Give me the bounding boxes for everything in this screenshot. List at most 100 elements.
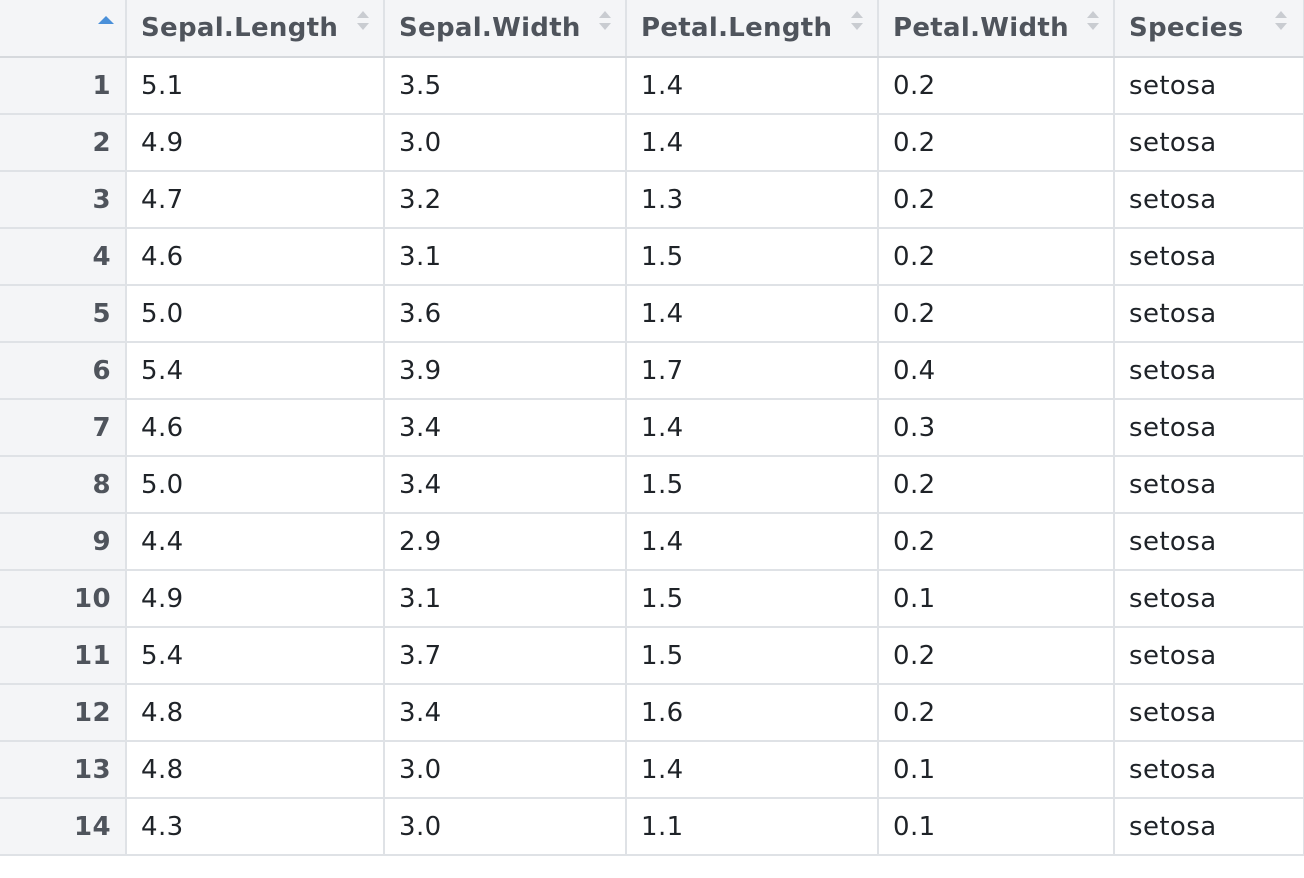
cell-sepal-width[interactable]: 3.2 bbox=[384, 171, 627, 229]
cell-sepal-width[interactable]: 3.5 bbox=[384, 57, 627, 115]
cell-sepal-width[interactable]: 3.1 bbox=[384, 570, 627, 628]
cell-species[interactable]: setosa bbox=[1114, 456, 1304, 514]
cell-sepal-length[interactable]: 5.4 bbox=[126, 342, 385, 400]
row-number: 1 bbox=[0, 57, 127, 115]
cell-species[interactable]: setosa bbox=[1114, 171, 1304, 229]
sort-both-icon[interactable] bbox=[599, 10, 613, 34]
cell-petal-length[interactable]: 1.3 bbox=[626, 171, 879, 229]
table-row[interactable]: 2 4.9 3.0 1.4 0.2 setosa bbox=[0, 114, 1304, 172]
cell-sepal-width[interactable]: 3.0 bbox=[384, 741, 627, 799]
table-row[interactable]: 12 4.8 3.4 1.6 0.2 setosa bbox=[0, 684, 1304, 742]
cell-petal-length[interactable]: 1.5 bbox=[626, 228, 879, 286]
cell-petal-width[interactable]: 0.2 bbox=[878, 285, 1115, 343]
cell-species[interactable]: setosa bbox=[1114, 57, 1304, 115]
column-header-species[interactable]: Species bbox=[1114, 0, 1304, 58]
sort-both-icon[interactable] bbox=[1275, 10, 1289, 34]
cell-species[interactable]: setosa bbox=[1114, 342, 1304, 400]
cell-petal-width[interactable]: 0.1 bbox=[878, 741, 1115, 799]
column-header-petal-length[interactable]: Petal.Length bbox=[626, 0, 879, 58]
cell-species[interactable]: setosa bbox=[1114, 114, 1304, 172]
cell-sepal-width[interactable]: 3.9 bbox=[384, 342, 627, 400]
cell-sepal-width[interactable]: 2.9 bbox=[384, 513, 627, 571]
cell-sepal-width[interactable]: 3.7 bbox=[384, 627, 627, 685]
table-row[interactable]: 5 5.0 3.6 1.4 0.2 setosa bbox=[0, 285, 1304, 343]
cell-petal-length[interactable]: 1.5 bbox=[626, 627, 879, 685]
cell-petal-length[interactable]: 1.4 bbox=[626, 513, 879, 571]
cell-petal-length[interactable]: 1.4 bbox=[626, 741, 879, 799]
table-row[interactable]: 10 4.9 3.1 1.5 0.1 setosa bbox=[0, 570, 1304, 628]
cell-sepal-length[interactable]: 4.9 bbox=[126, 114, 385, 172]
cell-sepal-length[interactable]: 5.0 bbox=[126, 456, 385, 514]
cell-sepal-length[interactable]: 4.8 bbox=[126, 741, 385, 799]
cell-sepal-length[interactable]: 5.0 bbox=[126, 285, 385, 343]
cell-petal-length[interactable]: 1.6 bbox=[626, 684, 879, 742]
sort-both-icon[interactable] bbox=[851, 10, 865, 34]
table-row[interactable]: 14 4.3 3.0 1.1 0.1 setosa bbox=[0, 798, 1304, 856]
table-row[interactable]: 8 5.0 3.4 1.5 0.2 setosa bbox=[0, 456, 1304, 514]
cell-species[interactable]: setosa bbox=[1114, 627, 1304, 685]
cell-petal-length[interactable]: 1.4 bbox=[626, 399, 879, 457]
table-row[interactable]: 11 5.4 3.7 1.5 0.2 setosa bbox=[0, 627, 1304, 685]
cell-species[interactable]: setosa bbox=[1114, 285, 1304, 343]
cell-sepal-width[interactable]: 3.4 bbox=[384, 399, 627, 457]
cell-sepal-length[interactable]: 4.7 bbox=[126, 171, 385, 229]
column-header-petal-width[interactable]: Petal.Width bbox=[878, 0, 1115, 58]
cell-petal-length[interactable]: 1.7 bbox=[626, 342, 879, 400]
cell-sepal-length[interactable]: 4.9 bbox=[126, 570, 385, 628]
cell-sepal-width[interactable]: 3.6 bbox=[384, 285, 627, 343]
cell-petal-width[interactable]: 0.3 bbox=[878, 399, 1115, 457]
cell-petal-width[interactable]: 0.2 bbox=[878, 456, 1115, 514]
table-row[interactable]: 13 4.8 3.0 1.4 0.1 setosa bbox=[0, 741, 1304, 799]
cell-sepal-length[interactable]: 4.4 bbox=[126, 513, 385, 571]
cell-petal-width[interactable]: 0.2 bbox=[878, 684, 1115, 742]
cell-petal-width[interactable]: 0.4 bbox=[878, 342, 1115, 400]
column-header-sepal-width[interactable]: Sepal.Width bbox=[384, 0, 627, 58]
cell-sepal-width[interactable]: 3.0 bbox=[384, 798, 627, 856]
column-header-sepal-length[interactable]: Sepal.Length bbox=[126, 0, 385, 58]
column-header-label: Petal.Length bbox=[641, 13, 833, 43]
cell-species[interactable]: setosa bbox=[1114, 513, 1304, 571]
sort-ascending-icon[interactable] bbox=[98, 16, 114, 24]
table-row[interactable]: 6 5.4 3.9 1.7 0.4 setosa bbox=[0, 342, 1304, 400]
table-row[interactable]: 9 4.4 2.9 1.4 0.2 setosa bbox=[0, 513, 1304, 571]
cell-petal-length[interactable]: 1.4 bbox=[626, 114, 879, 172]
cell-sepal-width[interactable]: 3.4 bbox=[384, 684, 627, 742]
cell-petal-width[interactable]: 0.2 bbox=[878, 228, 1115, 286]
cell-species[interactable]: setosa bbox=[1114, 684, 1304, 742]
cell-sepal-length[interactable]: 4.3 bbox=[126, 798, 385, 856]
table-row[interactable]: 1 5.1 3.5 1.4 0.2 setosa bbox=[0, 57, 1304, 115]
sort-both-icon[interactable] bbox=[1087, 10, 1101, 34]
row-number: 6 bbox=[0, 342, 127, 400]
cell-petal-length[interactable]: 1.4 bbox=[626, 285, 879, 343]
table-row[interactable]: 4 4.6 3.1 1.5 0.2 setosa bbox=[0, 228, 1304, 286]
cell-sepal-width[interactable]: 3.0 bbox=[384, 114, 627, 172]
cell-sepal-width[interactable]: 3.1 bbox=[384, 228, 627, 286]
cell-petal-width[interactable]: 0.1 bbox=[878, 798, 1115, 856]
cell-sepal-width[interactable]: 3.4 bbox=[384, 456, 627, 514]
cell-petal-width[interactable]: 0.2 bbox=[878, 57, 1115, 115]
cell-sepal-length[interactable]: 5.4 bbox=[126, 627, 385, 685]
sort-both-icon[interactable] bbox=[357, 10, 371, 34]
row-number: 2 bbox=[0, 114, 127, 172]
cell-petal-width[interactable]: 0.2 bbox=[878, 627, 1115, 685]
cell-species[interactable]: setosa bbox=[1114, 570, 1304, 628]
cell-species[interactable]: setosa bbox=[1114, 399, 1304, 457]
row-index-header[interactable] bbox=[0, 0, 127, 58]
cell-petal-width[interactable]: 0.2 bbox=[878, 171, 1115, 229]
table-row[interactable]: 3 4.7 3.2 1.3 0.2 setosa bbox=[0, 171, 1304, 229]
cell-sepal-length[interactable]: 4.8 bbox=[126, 684, 385, 742]
cell-petal-width[interactable]: 0.1 bbox=[878, 570, 1115, 628]
cell-petal-length[interactable]: 1.1 bbox=[626, 798, 879, 856]
cell-petal-width[interactable]: 0.2 bbox=[878, 513, 1115, 571]
cell-sepal-length[interactable]: 4.6 bbox=[126, 399, 385, 457]
table-row[interactable]: 7 4.6 3.4 1.4 0.3 setosa bbox=[0, 399, 1304, 457]
cell-sepal-length[interactable]: 5.1 bbox=[126, 57, 385, 115]
cell-sepal-length[interactable]: 4.6 bbox=[126, 228, 385, 286]
cell-petal-length[interactable]: 1.4 bbox=[626, 57, 879, 115]
cell-petal-width[interactable]: 0.2 bbox=[878, 114, 1115, 172]
cell-species[interactable]: setosa bbox=[1114, 741, 1304, 799]
cell-species[interactable]: setosa bbox=[1114, 228, 1304, 286]
cell-species[interactable]: setosa bbox=[1114, 798, 1304, 856]
cell-petal-length[interactable]: 1.5 bbox=[626, 456, 879, 514]
cell-petal-length[interactable]: 1.5 bbox=[626, 570, 879, 628]
